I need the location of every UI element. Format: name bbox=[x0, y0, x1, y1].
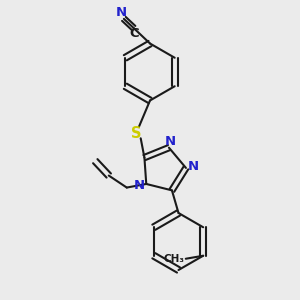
Text: S: S bbox=[131, 126, 142, 141]
Text: N: N bbox=[188, 160, 199, 173]
Text: CH₃: CH₃ bbox=[163, 254, 184, 264]
Text: N: N bbox=[134, 179, 145, 192]
Text: N: N bbox=[116, 6, 127, 19]
Text: C: C bbox=[129, 27, 139, 40]
Text: N: N bbox=[164, 135, 175, 148]
